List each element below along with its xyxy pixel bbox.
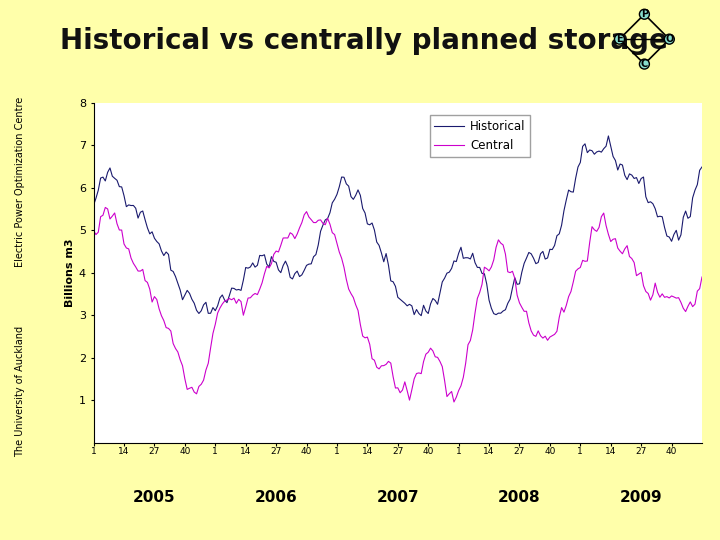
Central: [698, 274, 706, 280]
Central: [449, 399, 458, 405]
Central: [138, 266, 147, 273]
Historical: [300, 267, 308, 274]
Circle shape: [639, 59, 649, 69]
Text: Historical vs centrally planned storage: Historical vs centrally planned storage: [60, 26, 668, 55]
Central: [129, 260, 138, 267]
Y-axis label: Billions m3: Billions m3: [65, 239, 75, 307]
Central: [316, 217, 325, 223]
Historical: [698, 164, 706, 170]
Historical: [314, 242, 323, 248]
Central: [408, 387, 416, 393]
Text: C: C: [641, 59, 648, 69]
Text: O: O: [665, 34, 673, 44]
Central: [101, 204, 109, 211]
Text: 2009: 2009: [620, 490, 662, 505]
Historical: [417, 313, 426, 319]
Historical: [405, 301, 414, 308]
Central: [613, 245, 622, 251]
Text: 2006: 2006: [255, 490, 297, 505]
Historical: [604, 133, 613, 139]
Line: Central: Central: [94, 207, 702, 402]
Historical: [613, 167, 622, 173]
Historical: [136, 209, 145, 215]
Text: 2007: 2007: [377, 490, 419, 505]
Circle shape: [665, 34, 675, 44]
Text: 2008: 2008: [498, 490, 541, 505]
Central: [89, 227, 98, 234]
Text: 2005: 2005: [133, 490, 176, 505]
Text: E: E: [616, 34, 623, 44]
Legend: Historical, Central: Historical, Central: [430, 116, 530, 157]
Historical: [127, 202, 135, 209]
Text: Electric Power Optimization Centre: Electric Power Optimization Centre: [15, 97, 24, 267]
Circle shape: [614, 34, 624, 44]
Text: P: P: [641, 9, 648, 19]
Circle shape: [639, 9, 649, 19]
Text: The University of Auckland: The University of Auckland: [15, 326, 24, 457]
Central: [302, 208, 311, 215]
Historical: [89, 202, 98, 208]
Line: Historical: Historical: [94, 136, 702, 316]
